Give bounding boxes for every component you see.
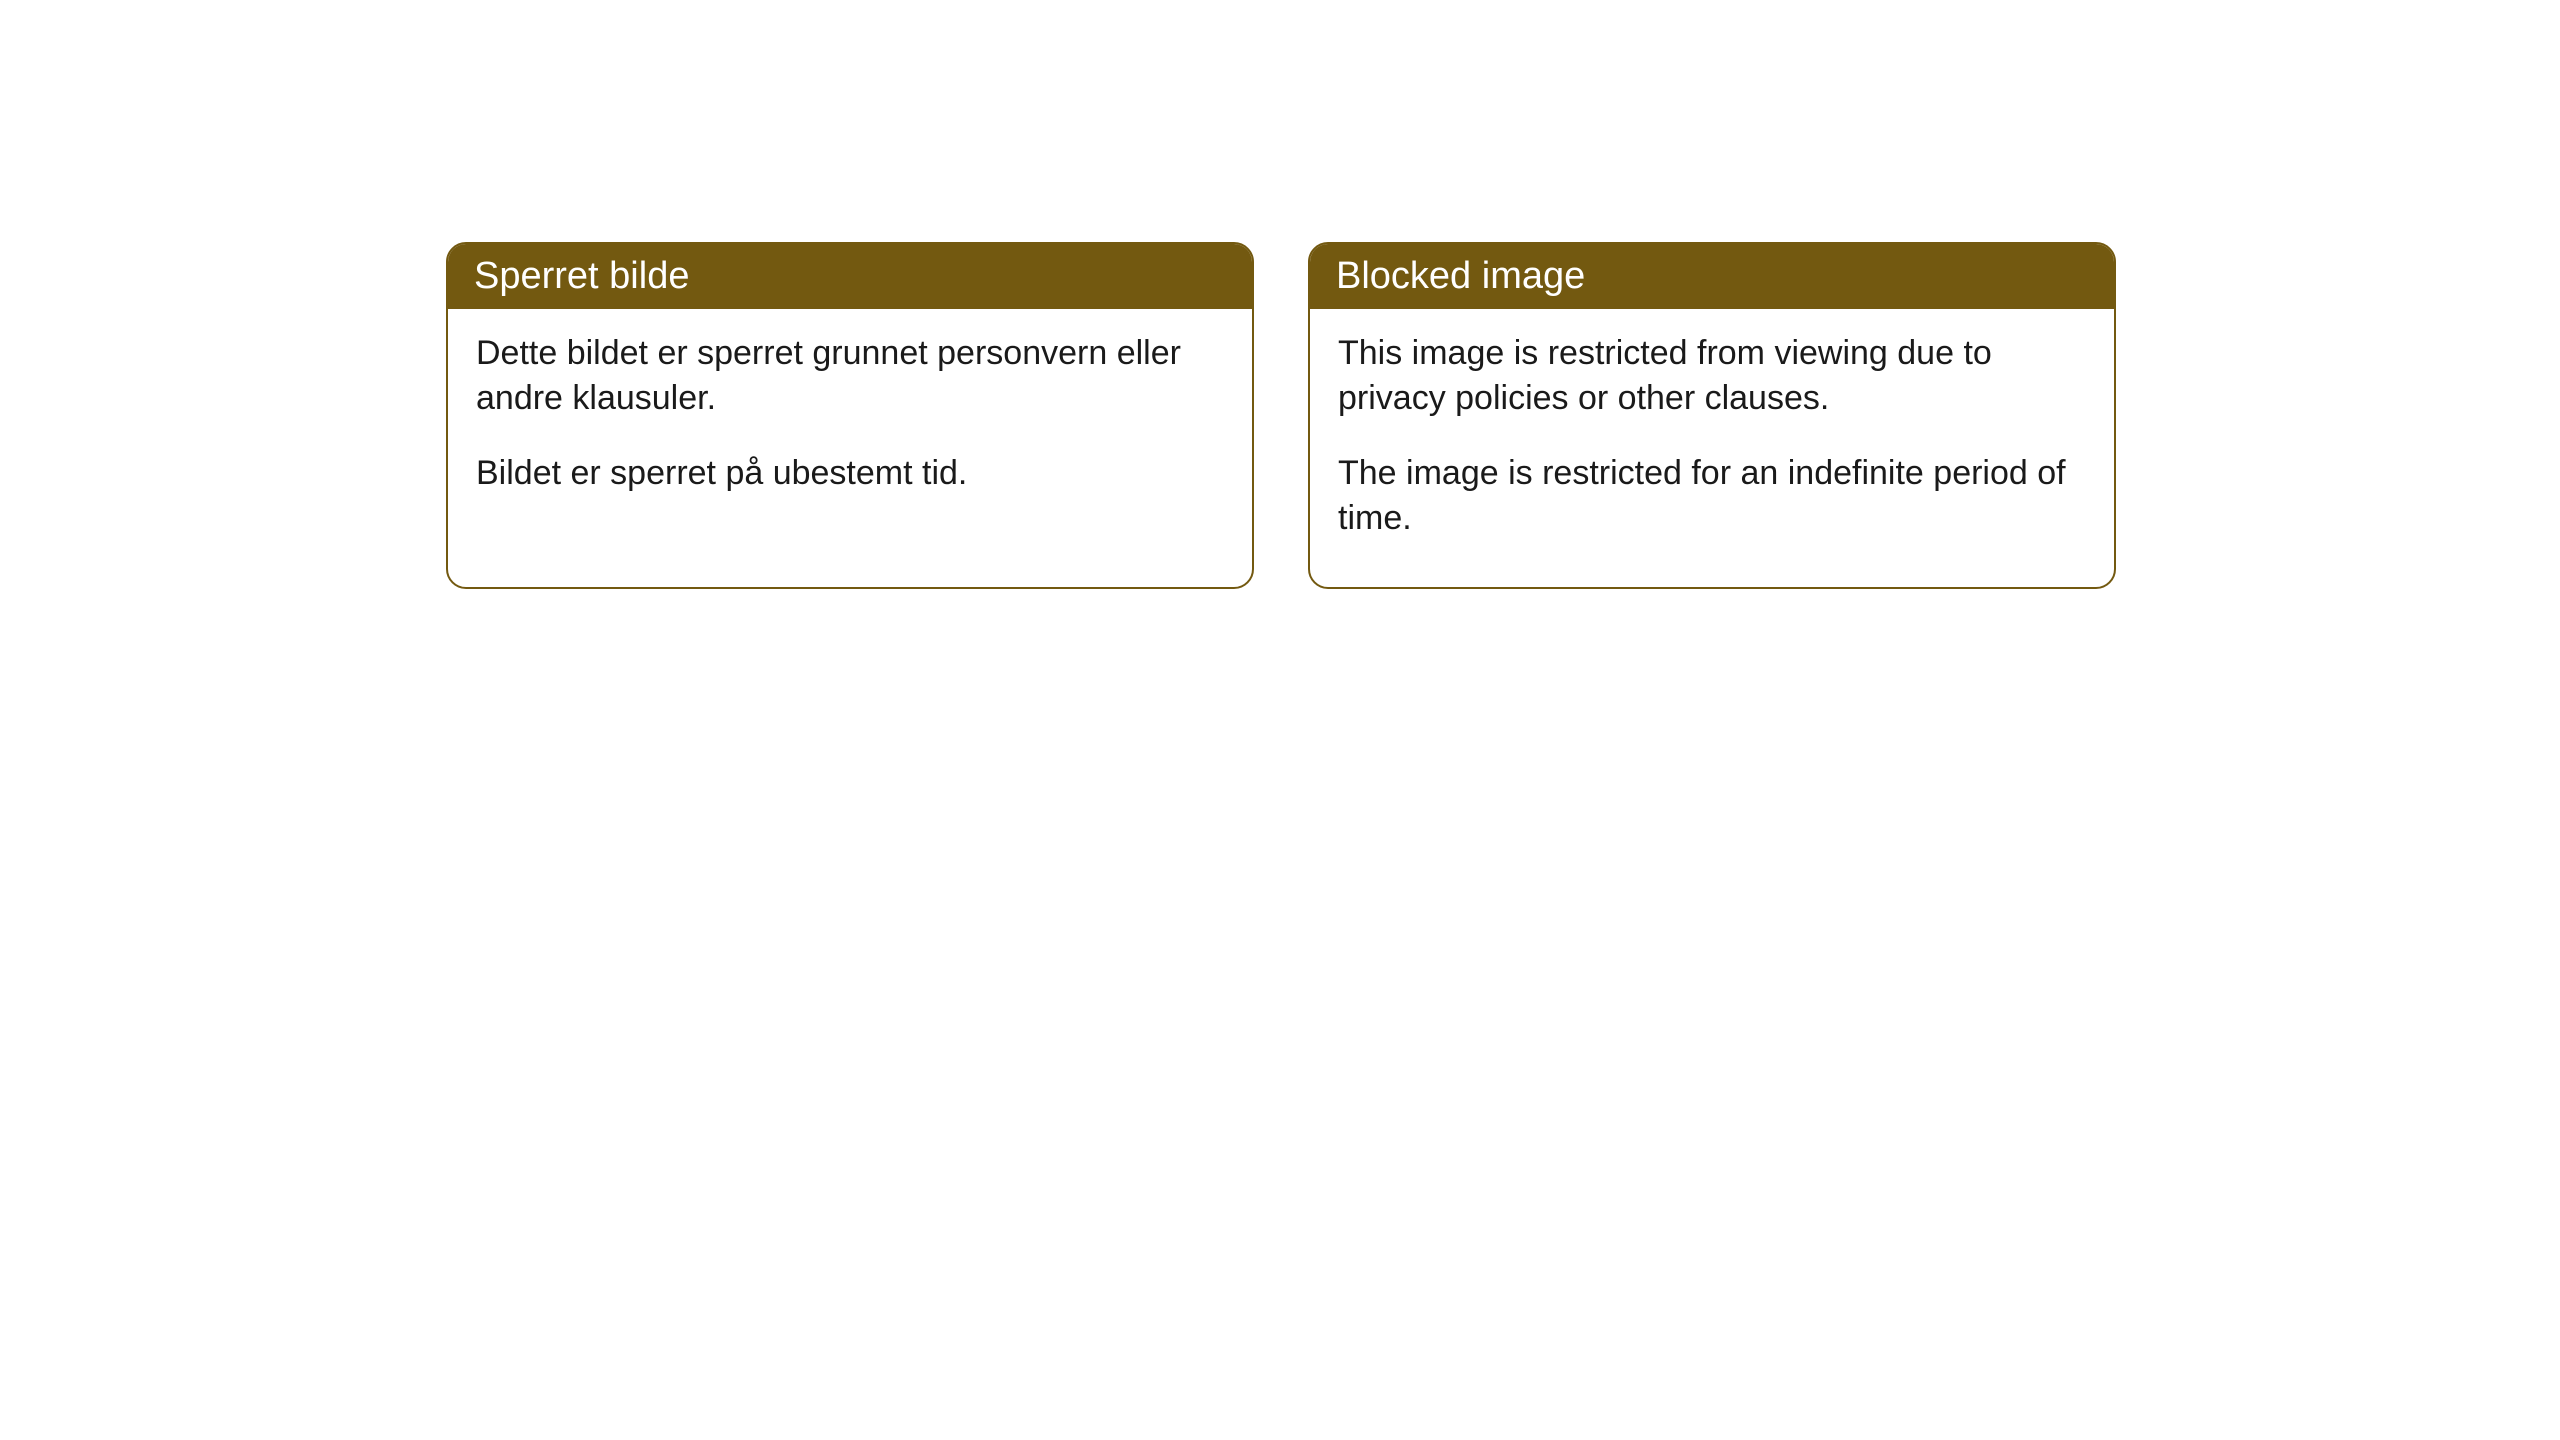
blocked-image-card-en: Blocked image This image is restricted f… xyxy=(1308,242,2116,589)
card-paragraph-2-no: Bildet er sperret på ubestemt tid. xyxy=(476,451,1224,496)
card-paragraph-2-en: The image is restricted for an indefinit… xyxy=(1338,451,2086,541)
card-body-no: Dette bildet er sperret grunnet personve… xyxy=(448,309,1252,542)
blocked-image-card-no: Sperret bilde Dette bildet er sperret gr… xyxy=(446,242,1254,589)
card-paragraph-1-no: Dette bildet er sperret grunnet personve… xyxy=(476,331,1224,421)
card-paragraph-1-en: This image is restricted from viewing du… xyxy=(1338,331,2086,421)
card-header-en: Blocked image xyxy=(1310,244,2114,309)
card-body-en: This image is restricted from viewing du… xyxy=(1310,309,2114,587)
card-header-no: Sperret bilde xyxy=(448,244,1252,309)
cards-container: Sperret bilde Dette bildet er sperret gr… xyxy=(0,0,2560,589)
